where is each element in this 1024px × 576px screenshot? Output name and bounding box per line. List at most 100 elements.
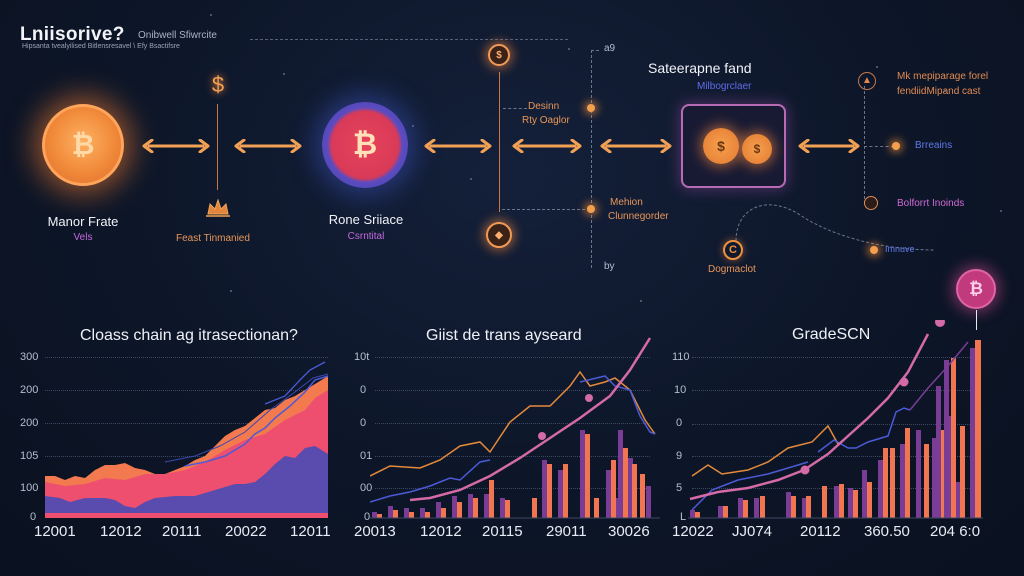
gridline xyxy=(692,424,974,425)
y-tick: 01 xyxy=(360,450,373,462)
x-tick: 12022 xyxy=(672,523,714,540)
x-tick: 30026 xyxy=(608,523,650,540)
y-tick: 0 xyxy=(676,417,683,429)
y-tick: 200 xyxy=(20,417,39,429)
gridline xyxy=(45,357,328,358)
star xyxy=(210,14,212,16)
bar-line-plot xyxy=(688,320,983,519)
app-subtitle: Onibwell Sfiwrcite xyxy=(138,30,217,41)
bridge-label: Feast Tinmanied xyxy=(176,233,250,244)
bars xyxy=(372,430,651,518)
gridline xyxy=(45,390,328,391)
bidirectional-arrow-icon xyxy=(600,139,672,153)
y-tick: 0 xyxy=(30,511,37,523)
bidirectional-arrow-icon xyxy=(424,139,492,153)
gridline xyxy=(692,357,974,358)
coin-icon[interactable]: $ xyxy=(488,44,510,66)
star xyxy=(944,90,946,92)
chart-title: Cloass chain ag itrasectionan? xyxy=(80,327,298,344)
x-tick: 12012 xyxy=(100,523,142,540)
bidirectional-arrow-icon xyxy=(798,139,860,153)
node-left-sub: Vels xyxy=(73,232,93,243)
gridline xyxy=(45,456,328,457)
bitcoin-icon[interactable]: ₿ xyxy=(42,104,124,186)
wallet-title: Sateerapne fand xyxy=(648,60,752,76)
triangle-icon[interactable]: ▲ xyxy=(858,72,876,90)
y-tick: 10 xyxy=(674,384,687,396)
wallet-subtitle: Milbogrclaer xyxy=(697,81,752,92)
gridline xyxy=(375,488,650,489)
gridline xyxy=(45,423,328,424)
y-tick: 10t xyxy=(354,351,370,363)
right-item-2: Brreains xyxy=(915,140,953,151)
gridline xyxy=(375,456,650,457)
x-tick: 29011 xyxy=(546,523,587,540)
wallet-box[interactable]: $ $ xyxy=(681,104,786,188)
mid-label-2: Rty Oaglor xyxy=(522,115,570,126)
x-tick: 12012 xyxy=(420,523,462,540)
x-tick: 360.50 xyxy=(864,523,910,540)
mid-label-1: Desinn xyxy=(528,101,560,112)
x-tick: 20013 xyxy=(354,523,396,540)
coin-icon: $ xyxy=(703,128,739,164)
list-connector xyxy=(864,146,894,147)
gridline xyxy=(692,390,974,391)
right-item-1-line-1: Mk mepiparage forel xyxy=(897,71,989,82)
bidirectional-arrow-icon xyxy=(512,139,582,153)
right-item-4: Imnuve xyxy=(885,244,915,254)
chart-gradescn: ₿ GradeSCN 110 10 0 9 5 L xyxy=(660,260,1024,576)
chart-gist-trans: Giist de trans ayseard 10t 0 0 01 00 0 xyxy=(340,320,670,576)
coin-icon: $ xyxy=(742,134,772,164)
bracket-mid-label-2: Clunnegorder xyxy=(608,211,669,222)
bottom-coin-label: Dogmaclot xyxy=(708,264,756,275)
gridline xyxy=(692,456,974,457)
x-tick: 20115 xyxy=(482,523,523,540)
bracket-line xyxy=(591,50,599,51)
node-dot[interactable] xyxy=(587,205,595,213)
gridline xyxy=(375,390,650,391)
star xyxy=(640,300,642,302)
bar-line-plot xyxy=(370,337,660,519)
bars xyxy=(690,340,981,518)
star xyxy=(470,178,472,180)
x-tick: 12001 xyxy=(34,523,76,540)
crown-icon xyxy=(205,196,231,218)
chart-cross-chain: Cloass chain ag itrasectionan? 300 200 2… xyxy=(0,320,340,576)
y-tick: 5 xyxy=(676,482,683,494)
bracket-mid-label-1: Mehion xyxy=(610,197,643,208)
coin-icon[interactable] xyxy=(864,196,878,210)
c-coin-icon[interactable]: C xyxy=(723,240,743,260)
node-dot[interactable] xyxy=(892,142,900,150)
star xyxy=(876,66,878,68)
bitcoin-icon[interactable]: ₿ xyxy=(322,102,408,188)
x-tick: 204 6:0 xyxy=(930,523,981,540)
bracket-bottom-label: by xyxy=(604,261,615,272)
gridline xyxy=(375,423,650,424)
connector-curve xyxy=(735,204,936,251)
y-tick: 00 xyxy=(360,482,373,494)
shield-coin-icon[interactable]: ◆ xyxy=(486,222,512,248)
node-dot[interactable] xyxy=(587,104,595,112)
star xyxy=(412,125,414,127)
x-tick: 20022 xyxy=(225,523,267,540)
star xyxy=(568,48,570,50)
bracket-top-label: a9 xyxy=(604,43,616,54)
app-title: Lniisorive? xyxy=(20,24,125,45)
x-tick: 20112 xyxy=(800,523,841,540)
y-tick: 0 xyxy=(360,384,367,396)
right-item-3: Bolforrt Inoinds xyxy=(897,198,965,209)
area-plot xyxy=(45,361,329,518)
dollar-icon: $ xyxy=(211,72,225,97)
bracket-line xyxy=(591,50,592,268)
header-divider xyxy=(250,39,568,40)
node-center-label: Rone Sriiace xyxy=(328,212,404,227)
app-tagline: Hipsanta tvealyilised Bitlensresavel \ E… xyxy=(22,43,180,50)
y-tick: 300 xyxy=(20,351,39,363)
x-tick: 20111 xyxy=(162,523,202,540)
node-dot[interactable] xyxy=(870,246,878,254)
node-center-sub: Csrntital xyxy=(347,231,385,242)
y-tick: 200 xyxy=(20,384,39,396)
y-tick: 110 xyxy=(672,351,690,363)
bitcoin-marker-icon[interactable]: ₿ xyxy=(956,269,996,309)
star xyxy=(230,290,232,292)
